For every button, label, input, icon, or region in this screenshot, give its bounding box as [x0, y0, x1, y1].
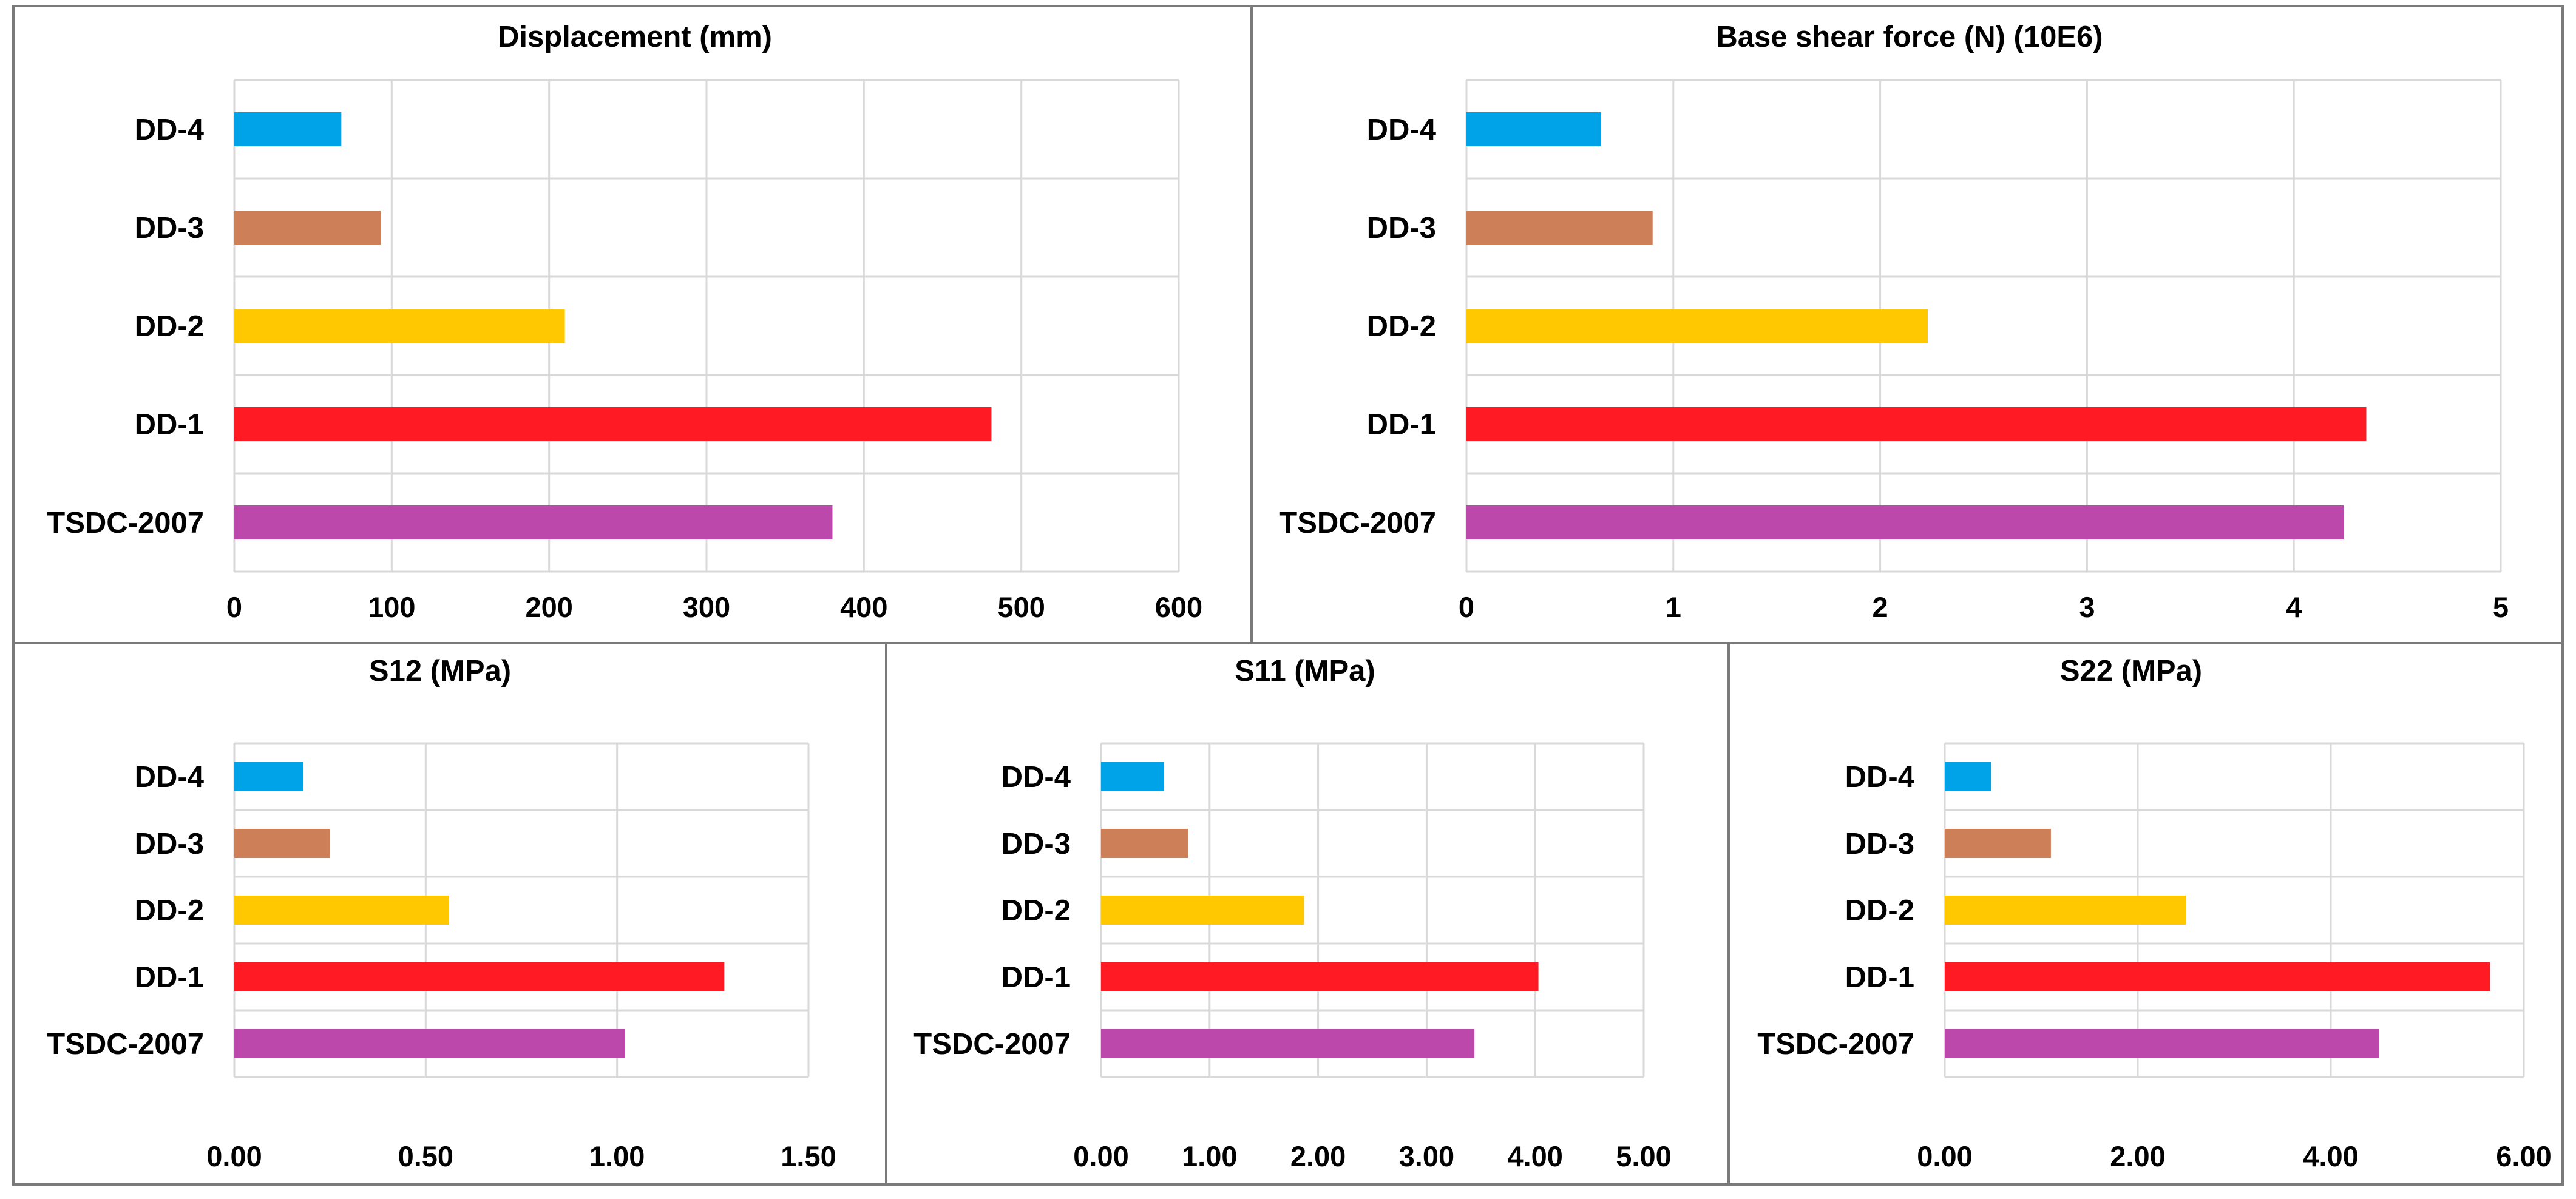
bar-dd-2 [1101, 896, 1304, 925]
x-tick-label: 1.00 [589, 1140, 645, 1172]
category-label-tsdc-2007: TSDC-2007 [913, 1028, 1071, 1061]
category-label-dd-2: DD-2 [1367, 310, 1436, 343]
bar-tsdc-2007 [234, 1029, 625, 1058]
category-label-dd-4: DD-4 [1367, 113, 1436, 146]
bar-dd-4 [234, 762, 303, 791]
category-label-dd-3: DD-3 [135, 212, 204, 245]
chart-panel-base-shear: Base shear force (N) (10E6) 0 1 2 3 4 5 DD-4 DD-… [1250, 5, 2564, 644]
bar-dd-1 [1466, 407, 2367, 441]
x-tick-label: 3 [2079, 591, 2095, 623]
x-tick-label: 200 [525, 591, 572, 623]
x-tick-label: 400 [840, 591, 887, 623]
bar-dd-1 [234, 962, 725, 991]
chart-panel-s22: S22 (MPa) 0.00 2.00 4.00 6.00 DD-4 DD-3 DD-2 DD-… [1727, 642, 2564, 1186]
x-tick-label: 5.00 [1616, 1140, 1671, 1172]
bar-tsdc-2007 [1101, 1029, 1475, 1058]
x-tick-label: 4.00 [1507, 1140, 1562, 1172]
x-tick-label: 300 [683, 591, 730, 623]
category-label-dd-4: DD-4 [1845, 761, 1914, 794]
x-tick-label: 3.00 [1399, 1140, 1454, 1172]
x-tick-label: 2.00 [2110, 1140, 2165, 1172]
category-label-tsdc-2007: TSDC-2007 [1279, 507, 1436, 539]
chart-panel-s11: S11 (MPa) 0.00 1.00 2.00 3.00 4.00 5.00 DD-4 DD-… [885, 642, 1730, 1186]
bar-dd-3 [234, 829, 330, 858]
category-label-tsdc-2007: TSDC-2007 [47, 507, 204, 539]
category-label-tsdc-2007: TSDC-2007 [1757, 1028, 1914, 1061]
category-label-dd-1: DD-1 [1002, 961, 1071, 994]
chart-panel-displacement: Displacement (mm) 0 100 200 300 400 500 600 DD-4… [12, 5, 1253, 644]
bar-dd-4 [1466, 112, 1601, 146]
chart-title: S12 (MPa) [369, 655, 511, 687]
bar-dd-1 [1101, 962, 1539, 991]
bar-dd-1 [234, 407, 992, 441]
bar-dd-3 [234, 211, 381, 245]
category-label-dd-3: DD-3 [135, 828, 204, 860]
x-tick-label: 0.00 [206, 1140, 262, 1172]
bar-tsdc-2007 [1466, 505, 2344, 539]
category-label-dd-1: DD-1 [1845, 961, 1914, 994]
x-tick-label: 5 [2493, 591, 2509, 623]
category-label-dd-2: DD-2 [135, 310, 204, 343]
chart-s11: S11 (MPa) 0.00 1.00 2.00 3.00 4.00 5.00 DD-4 DD-… [913, 655, 1671, 1172]
x-tick-label: 1.00 [1182, 1140, 1237, 1172]
bar-dd-4 [234, 112, 342, 146]
chart-title: S11 (MPa) [1235, 655, 1375, 687]
bar-dd-2 [234, 309, 565, 343]
bar-tsdc-2007 [234, 505, 833, 539]
bar-dd-3 [1101, 829, 1188, 858]
bar-tsdc-2007 [1945, 1029, 2379, 1058]
chart-title: Displacement (mm) [498, 21, 772, 53]
x-tick-label: 2 [1873, 591, 1888, 623]
x-tick-label: 0.00 [1917, 1140, 1972, 1172]
category-label-dd-1: DD-1 [135, 961, 204, 994]
x-tick-label: 100 [368, 591, 415, 623]
bar-dd-3 [1945, 829, 2051, 858]
category-label-dd-4: DD-4 [135, 761, 204, 794]
x-tick-label: 4 [2286, 591, 2302, 623]
category-label-dd-4: DD-4 [1002, 761, 1071, 794]
chart-title: Base shear force (N) (10E6) [1716, 21, 2103, 53]
chart-s22: S22 (MPa) 0.00 2.00 4.00 6.00 DD-4 DD-3 DD-2 DD-… [1757, 655, 2551, 1172]
x-tick-label: 4.00 [2303, 1140, 2358, 1172]
category-label-dd-3: DD-3 [1002, 828, 1071, 860]
bar-dd-4 [1101, 762, 1164, 791]
category-label-dd-4: DD-4 [135, 113, 204, 146]
bar-dd-4 [1945, 762, 1991, 791]
chart-displacement: Displacement (mm) 0 100 200 300 400 500 600 DD-4… [47, 21, 1202, 623]
x-tick-label: 0.00 [1073, 1140, 1128, 1172]
category-label-tsdc-2007: TSDC-2007 [47, 1028, 204, 1061]
bar-dd-2 [234, 896, 449, 925]
category-label-dd-2: DD-2 [1845, 894, 1914, 927]
x-tick-label: 0 [1459, 591, 1474, 623]
category-label-dd-1: DD-1 [135, 408, 204, 441]
x-tick-label: 600 [1155, 591, 1202, 623]
chart-base-shear: Base shear force (N) (10E6) 0 1 2 3 4 5 DD-4 DD-… [1279, 21, 2509, 623]
category-label-dd-2: DD-2 [135, 894, 204, 927]
chart-s12: S12 (MPa) 0.00 0.50 1.00 1.50 DD-4 DD-3 DD-2 DD-… [47, 655, 836, 1172]
category-label-dd-1: DD-1 [1367, 408, 1436, 441]
bar-dd-3 [1466, 211, 1653, 245]
x-tick-label: 0 [226, 591, 242, 623]
chart-title: S22 (MPa) [2060, 655, 2202, 687]
x-tick-label: 0.50 [398, 1140, 453, 1172]
bar-dd-2 [1945, 896, 2186, 925]
x-tick-label: 2.00 [1290, 1140, 1346, 1172]
x-tick-label: 500 [997, 591, 1045, 623]
bar-dd-2 [1466, 309, 1928, 343]
category-label-dd-3: DD-3 [1845, 828, 1914, 860]
category-label-dd-3: DD-3 [1367, 212, 1436, 245]
x-tick-label: 1 [1666, 591, 1681, 623]
category-label-dd-2: DD-2 [1002, 894, 1071, 927]
bar-dd-1 [1945, 962, 2490, 991]
chart-panel-s12: S12 (MPa) 0.00 0.50 1.00 1.50 DD-4 DD-3 DD-2 DD-… [12, 642, 887, 1186]
x-tick-label: 6.00 [2496, 1140, 2551, 1172]
x-tick-label: 1.50 [781, 1140, 836, 1172]
